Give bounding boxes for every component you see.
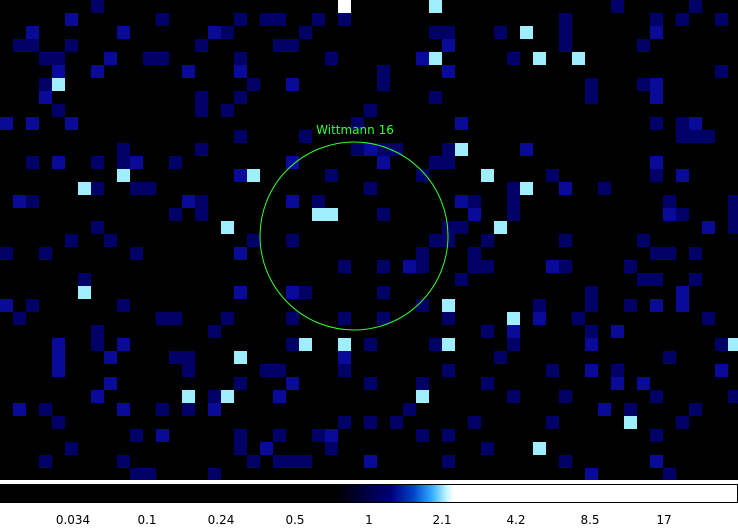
sky-image-canvas: Wittmann 16	[0, 0, 738, 480]
colorbar-gradient	[0, 484, 738, 503]
colorbar-tick-label: 0.034	[55, 513, 91, 527]
pixel-layer	[0, 0, 738, 480]
colorbar-tick-label: 0.5	[285, 513, 305, 527]
colorbar-tick-label: 0.1	[137, 513, 157, 527]
colorbar-tick-label: 17	[656, 513, 672, 527]
sky-image[interactable]: Wittmann 16	[0, 0, 738, 480]
colorbar-tick-label: 4.2	[506, 513, 526, 527]
colorbar-tick-label: 8.5	[580, 513, 600, 527]
colorbar-tick-label: 2.1	[432, 513, 452, 527]
colorbar-ticks: 0.034 0.1 0.24 0.5 1 2.1 4.2 8.5 17	[0, 504, 738, 528]
colorbar[interactable]	[0, 480, 738, 504]
colorbar-tick-label: 1	[365, 513, 373, 527]
source-region-label: Wittmann 16	[316, 123, 394, 137]
colorbar-tick-label: 0.24	[207, 513, 235, 527]
source-region-circle[interactable]	[259, 141, 449, 331]
